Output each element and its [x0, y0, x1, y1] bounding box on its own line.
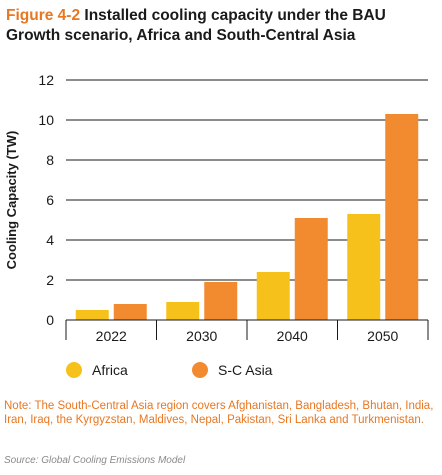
- note-text: Note: The South-Central Asia region cove…: [4, 400, 434, 426]
- bar-s-c-asia-2030: [204, 282, 238, 320]
- y-axis-label: Cooling Capacity (TW): [4, 131, 19, 270]
- y-tick-label: 0: [46, 312, 54, 328]
- y-tick-label: 4: [46, 232, 54, 248]
- x-tick-label: 2022: [96, 328, 127, 344]
- figure-title-text: Installed cooling capacity under the BAU…: [6, 7, 386, 44]
- legend-marker-africa: [66, 362, 82, 378]
- figure-label: Figure 4-2: [6, 7, 81, 24]
- x-tick-label: 2040: [277, 328, 308, 344]
- y-tick-label: 2: [46, 272, 54, 288]
- source-text: Source: Global Cooling Emissions Model: [4, 455, 186, 466]
- bar-africa-2040: [256, 272, 290, 320]
- bar-s-c-asia-2022: [113, 304, 147, 320]
- figure-title: Figure 4-2 Installed cooling capacity un…: [6, 6, 436, 46]
- bar-s-c-asia-2050: [385, 114, 419, 320]
- y-tick-label: 10: [38, 112, 54, 128]
- y-tick-label: 6: [46, 192, 54, 208]
- legend-label-s-c-asia: S-C Asia: [218, 362, 273, 378]
- bar-s-c-asia-2040: [294, 218, 328, 320]
- legend-marker-s-c-asia: [192, 362, 208, 378]
- x-tick-label: 2050: [367, 328, 398, 344]
- x-tick-label: 2030: [186, 328, 217, 344]
- bar-africa-2030: [166, 302, 200, 320]
- bar-africa-2022: [75, 310, 109, 320]
- bar-chart: 0 2 4 6 8 10 12 Cooling Capacity (TW) 2022 2030 20…: [4, 72, 429, 378]
- y-tick-label: 12: [38, 72, 54, 88]
- legend-label-africa: Africa: [92, 362, 128, 378]
- bar-africa-2050: [347, 214, 381, 320]
- y-tick-label: 8: [46, 152, 54, 168]
